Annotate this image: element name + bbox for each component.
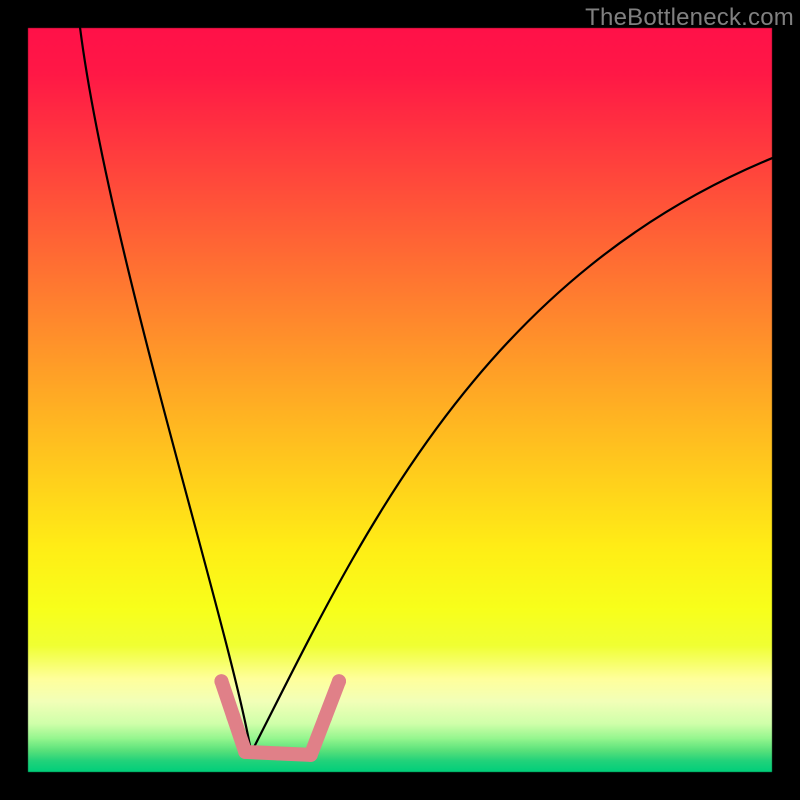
plot-background bbox=[0, 0, 800, 800]
chart-container: TheBottleneck.com bbox=[0, 0, 800, 800]
watermark-label: TheBottleneck.com bbox=[585, 4, 794, 32]
